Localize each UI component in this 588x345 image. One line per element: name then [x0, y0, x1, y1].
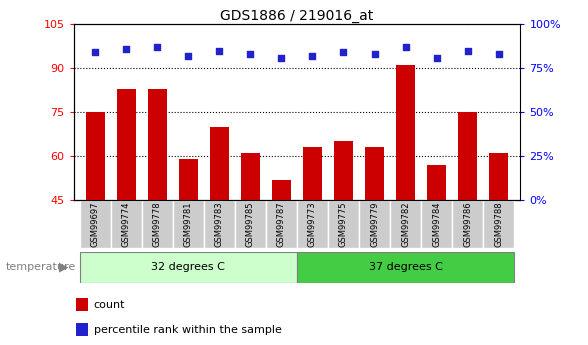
Text: 32 degrees C: 32 degrees C [151, 263, 225, 272]
Text: GSM99787: GSM99787 [277, 201, 286, 247]
Bar [241, 153, 260, 200]
Bar [303, 147, 322, 200]
Point [401, 44, 410, 50]
Bar [272, 179, 290, 200]
Bar [458, 112, 477, 200]
Text: GSM99788: GSM99788 [494, 201, 503, 247]
Point [494, 51, 503, 57]
Bar [142, 200, 173, 248]
Bar [235, 200, 266, 248]
Point [277, 55, 286, 60]
Bar [148, 89, 166, 200]
Bar [483, 200, 514, 248]
Text: GSM99779: GSM99779 [370, 201, 379, 247]
Text: GSM99773: GSM99773 [308, 201, 317, 247]
Text: 37 degrees C: 37 degrees C [369, 263, 443, 272]
Bar [111, 200, 142, 248]
Text: GSM99781: GSM99781 [184, 201, 193, 247]
Bar [328, 200, 359, 248]
Bar [80, 200, 111, 248]
Bar [86, 112, 105, 200]
Text: GSM99783: GSM99783 [215, 201, 224, 247]
Point [183, 53, 193, 59]
Text: GSM99775: GSM99775 [339, 201, 348, 247]
Bar [390, 200, 421, 248]
Point [463, 48, 472, 53]
Text: GSM99782: GSM99782 [401, 201, 410, 247]
Bar [365, 147, 384, 200]
Text: GSM99786: GSM99786 [463, 201, 472, 247]
Bar [396, 65, 415, 200]
Point [152, 44, 162, 50]
Text: ▶: ▶ [59, 261, 68, 274]
Bar [80, 252, 297, 283]
Bar [421, 200, 452, 248]
Point [308, 53, 317, 59]
Text: GSM99785: GSM99785 [246, 201, 255, 247]
Title: GDS1886 / 219016_at: GDS1886 / 219016_at [220, 9, 373, 23]
Point [370, 51, 379, 57]
Bar [76, 323, 88, 336]
Text: percentile rank within the sample: percentile rank within the sample [93, 325, 282, 335]
Text: GSM99697: GSM99697 [91, 201, 100, 247]
Text: GSM99784: GSM99784 [432, 201, 441, 247]
Bar [204, 200, 235, 248]
Text: temperature: temperature [6, 263, 76, 272]
Point [122, 46, 131, 51]
Bar [452, 200, 483, 248]
Bar [210, 127, 229, 200]
Bar [359, 200, 390, 248]
Text: count: count [93, 299, 125, 309]
Text: GSM99778: GSM99778 [153, 201, 162, 247]
Point [215, 48, 224, 53]
Text: GSM99774: GSM99774 [122, 201, 131, 247]
Point [432, 55, 441, 60]
Bar [76, 298, 88, 311]
Point [339, 50, 348, 55]
Bar [427, 165, 446, 200]
Bar [179, 159, 198, 200]
Bar [297, 200, 328, 248]
Bar [266, 200, 297, 248]
Bar [334, 141, 353, 200]
Bar [297, 252, 514, 283]
Point [91, 50, 100, 55]
Point [246, 51, 255, 57]
Bar [117, 89, 136, 200]
Bar [489, 153, 508, 200]
Bar [173, 200, 204, 248]
